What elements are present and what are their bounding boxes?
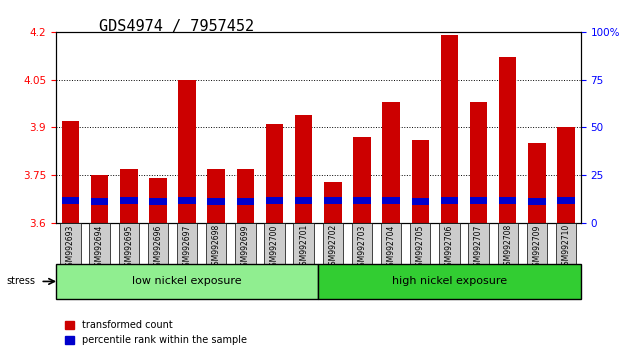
- Bar: [61, 196, 79, 204]
- Bar: [528, 143, 546, 223]
- Text: stress: stress: [6, 276, 35, 286]
- Bar: [149, 198, 166, 205]
- Bar: [178, 196, 196, 204]
- Bar: [412, 140, 429, 223]
- Bar: [353, 137, 371, 223]
- Text: high nickel exposure: high nickel exposure: [392, 276, 507, 286]
- Bar: [295, 196, 312, 204]
- Bar: [295, 115, 312, 223]
- Bar: [149, 178, 166, 223]
- Bar: [468, 223, 489, 264]
- Bar: [265, 223, 285, 264]
- Text: GSM992710: GSM992710: [561, 224, 571, 270]
- Bar: [120, 169, 137, 223]
- Bar: [89, 223, 110, 264]
- Bar: [266, 124, 283, 223]
- Bar: [557, 127, 575, 223]
- Text: GSM992695: GSM992695: [124, 224, 134, 270]
- Bar: [177, 223, 197, 264]
- Text: GSM992694: GSM992694: [95, 224, 104, 270]
- Bar: [528, 198, 546, 205]
- Bar: [441, 35, 458, 223]
- Bar: [470, 196, 487, 204]
- Bar: [178, 80, 196, 223]
- Bar: [497, 223, 518, 264]
- Bar: [470, 102, 487, 223]
- Bar: [235, 223, 256, 264]
- Text: GSM992704: GSM992704: [387, 224, 396, 270]
- Bar: [91, 175, 108, 223]
- Bar: [324, 196, 342, 204]
- Bar: [381, 223, 401, 264]
- Bar: [61, 121, 79, 223]
- Bar: [527, 223, 547, 264]
- Text: low nickel exposure: low nickel exposure: [132, 276, 242, 286]
- Bar: [237, 169, 254, 223]
- Text: GSM992707: GSM992707: [474, 224, 483, 270]
- Bar: [499, 57, 517, 223]
- Bar: [60, 223, 81, 264]
- Bar: [237, 198, 254, 205]
- Bar: [557, 196, 575, 204]
- Text: GSM992696: GSM992696: [153, 224, 163, 270]
- Bar: [353, 196, 371, 204]
- Text: GSM992708: GSM992708: [503, 224, 512, 270]
- Text: GDS4974 / 7957452: GDS4974 / 7957452: [99, 19, 255, 34]
- Bar: [119, 223, 139, 264]
- Bar: [412, 198, 429, 205]
- Bar: [91, 198, 109, 205]
- Bar: [324, 182, 342, 223]
- Text: GSM992693: GSM992693: [66, 224, 75, 270]
- Bar: [206, 223, 227, 264]
- Bar: [120, 196, 137, 204]
- Text: GSM992702: GSM992702: [329, 224, 337, 270]
- Text: GSM992706: GSM992706: [445, 224, 454, 270]
- Bar: [294, 223, 314, 264]
- Bar: [318, 264, 581, 299]
- Text: GSM992700: GSM992700: [270, 224, 279, 270]
- Bar: [441, 196, 458, 204]
- Bar: [266, 196, 283, 204]
- Bar: [56, 264, 318, 299]
- Bar: [383, 102, 400, 223]
- Bar: [207, 169, 225, 223]
- Bar: [410, 223, 430, 264]
- Bar: [383, 196, 400, 204]
- Bar: [499, 196, 517, 204]
- Bar: [351, 223, 372, 264]
- Bar: [148, 223, 168, 264]
- Bar: [207, 198, 225, 205]
- Text: GSM992705: GSM992705: [416, 224, 425, 270]
- Bar: [323, 223, 343, 264]
- Legend: transformed count, percentile rank within the sample: transformed count, percentile rank withi…: [61, 316, 251, 349]
- Text: GSM992697: GSM992697: [183, 224, 191, 270]
- Bar: [556, 223, 576, 264]
- Text: GSM992699: GSM992699: [241, 224, 250, 270]
- Text: GSM992709: GSM992709: [532, 224, 542, 270]
- Text: GSM992701: GSM992701: [299, 224, 308, 270]
- Text: GSM992703: GSM992703: [358, 224, 366, 270]
- Bar: [439, 223, 460, 264]
- Text: GSM992698: GSM992698: [212, 224, 220, 270]
